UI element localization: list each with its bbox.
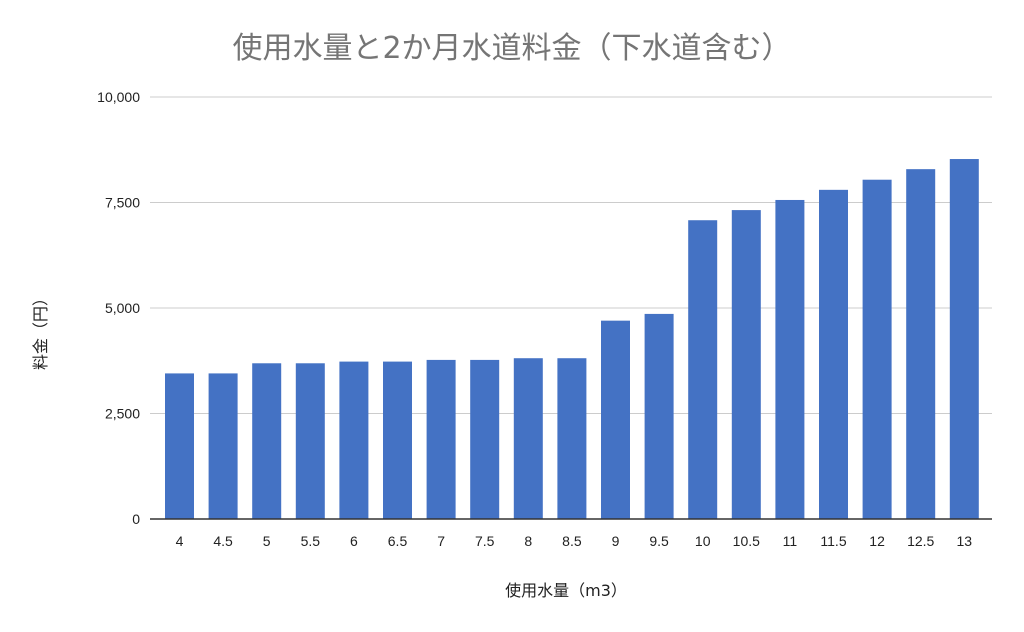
bar	[426, 359, 456, 519]
x-axis-label: 使用水量（m3）	[505, 581, 627, 600]
x-tick-label: 4.5	[213, 533, 233, 549]
bar	[165, 373, 194, 519]
x-axis-ticks: 4 4.5 5 5.5 6 6.5 7 7.5 8 8.5 9 9.5 10 10.5 11 11.5 12 12…	[176, 533, 973, 549]
bar	[819, 189, 848, 519]
bar	[513, 358, 543, 519]
x-tick-label: 12	[869, 533, 885, 549]
bar	[644, 313, 674, 519]
y-axis-ticks: 0 2,500 5,000 7,500 10,000	[97, 89, 140, 527]
bar	[731, 210, 761, 519]
y-tick-label: 5,000	[105, 300, 140, 316]
bar	[775, 199, 805, 519]
x-tick-label: 8.5	[562, 533, 582, 549]
bar	[252, 363, 282, 519]
x-tick-label: 12.5	[907, 533, 934, 549]
bar	[295, 363, 325, 519]
bar	[949, 159, 979, 519]
y-tick-label: 0	[132, 511, 140, 527]
y-axis-label: 料金（円）	[31, 290, 50, 370]
x-tick-label: 10	[695, 533, 711, 549]
x-tick-label: 6.5	[388, 533, 408, 549]
y-tick-label: 2,500	[105, 406, 140, 422]
bar	[688, 220, 718, 519]
x-tick-label: 9.5	[649, 533, 669, 549]
x-tick-label: 11	[783, 533, 798, 549]
chart-title: 使用水量と2か月水道料金（下水道含む）	[232, 31, 791, 66]
x-tick-label: 11.5	[820, 533, 846, 549]
bars	[165, 159, 979, 520]
x-tick-label: 7	[437, 533, 445, 549]
x-tick-label: 5.5	[301, 533, 321, 549]
bar	[208, 373, 238, 519]
bar	[601, 320, 630, 519]
bar	[470, 359, 500, 519]
x-tick-label: 6	[350, 533, 358, 549]
bar	[557, 358, 587, 519]
x-tick-label: 8	[524, 533, 532, 549]
x-tick-label: 10.5	[733, 533, 760, 549]
x-tick-label: 4	[176, 533, 184, 549]
bar	[339, 361, 369, 519]
y-tick-label: 7,500	[105, 195, 140, 211]
x-tick-label: 7.5	[475, 533, 495, 549]
x-tick-label: 5	[263, 533, 271, 549]
x-tick-label: 13	[957, 533, 973, 549]
x-tick-label: 9	[612, 533, 620, 549]
bar	[862, 179, 892, 519]
bar	[383, 361, 412, 519]
y-tick-label: 10,000	[97, 89, 140, 105]
bar	[906, 169, 936, 520]
